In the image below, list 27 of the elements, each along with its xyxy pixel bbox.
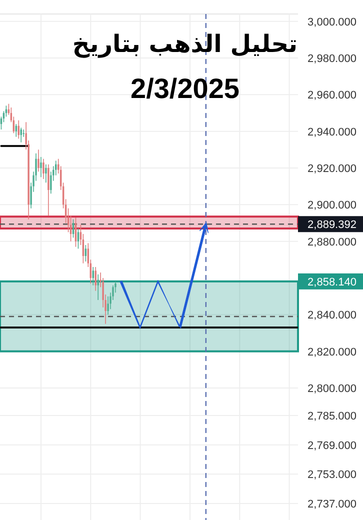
y-tick-label: 3,000.000 <box>308 16 356 28</box>
y-tick-label: 2,753.000 <box>308 469 356 482</box>
candlestick <box>45 164 47 184</box>
candlestick <box>20 127 22 143</box>
candlestick <box>48 164 50 216</box>
y-tick-label: 2,800.000 <box>308 383 356 395</box>
y-tick-label: 2,940.000 <box>308 126 356 138</box>
y-tick-label: 2,769.000 <box>308 440 356 452</box>
band-label: 2,858.140 <box>308 276 356 288</box>
y-tick-label: 2,840.000 <box>308 310 356 322</box>
candlestick <box>97 274 99 300</box>
candlestick <box>94 266 96 292</box>
y-tick-label: 2,785.000 <box>308 410 356 422</box>
y-tick-label: 2,980.000 <box>308 53 356 65</box>
candlestick <box>38 149 40 172</box>
text: تحليل الذهب بتاريخ <box>72 30 298 58</box>
y-tick-label: 2,920.000 <box>308 163 356 175</box>
ref-line-label: 2,889.392 <box>308 219 356 232</box>
y-tick-label: 2,820.000 <box>308 346 356 358</box>
text: 2/3/2025 <box>130 73 240 104</box>
candlestick <box>42 158 44 180</box>
candlestick <box>107 296 109 316</box>
y-tick-label: 2,737.000 <box>308 498 356 510</box>
y-tick-label: 2,900.000 <box>308 200 356 212</box>
candlestick <box>40 156 42 178</box>
y-tick-label: 2,880.000 <box>308 236 356 248</box>
y-tick-label: 2,960.000 <box>308 90 356 102</box>
